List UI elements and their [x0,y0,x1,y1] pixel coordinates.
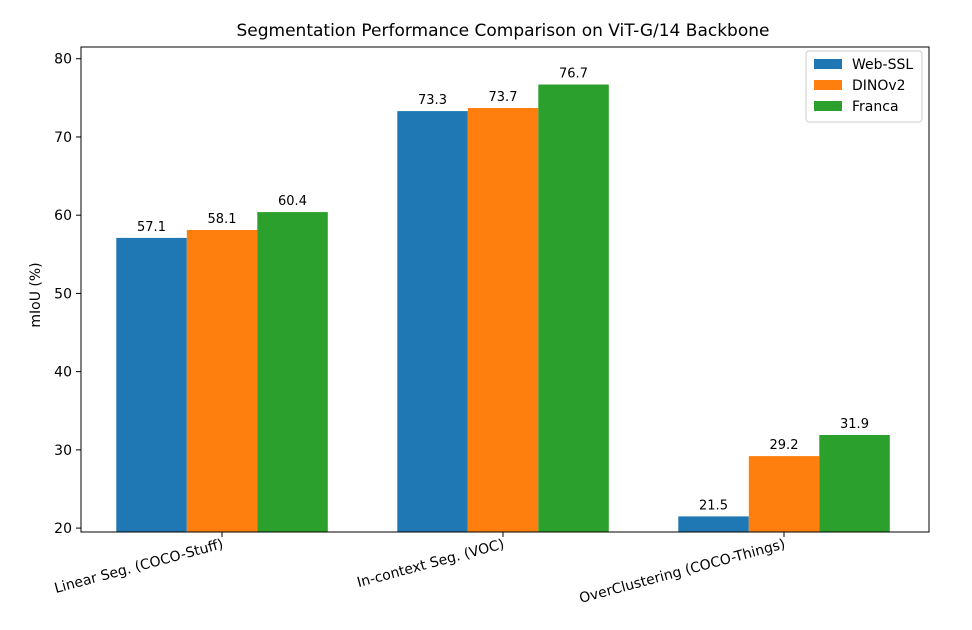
bar-web-ssl-1 [397,111,468,532]
y-tick-label: 70 [54,130,72,146]
data-label: 31.9 [840,417,869,432]
data-label: 21.5 [699,498,728,513]
legend-label: Franca [852,99,899,115]
x-tick-label: OverClustering (COCO-Things) [578,536,787,606]
legend: Web-SSL DINOv2 Franca [805,50,923,123]
legend-swatch-franca [814,101,842,111]
data-label: 60.4 [278,194,307,209]
data-label: 57.1 [137,220,166,235]
y-tick-label: 30 [54,443,72,459]
plot-area: 57.1 73.3 21.5 58.1 73.7 29.2 60.4 76.7 31.9 20 30… [53,46,930,607]
axes-frame [80,46,930,533]
legend-swatch-dinov2 [814,80,842,90]
bar-web-ssl-2 [678,516,749,532]
x-tick-label: Linear Seg. (COCO-Stuff) [53,536,225,597]
chart-title: Segmentation Performance Comparison on V… [237,21,770,41]
y-tick-label: 20 [54,521,72,537]
data-label: 73.7 [489,90,518,105]
data-label: 29.2 [770,438,799,453]
y-tick-label: 80 [54,52,72,68]
legend-label: Web-SSL [852,57,913,73]
bar-franca-1 [538,84,609,532]
y-tick-label: 60 [54,208,72,224]
x-tick-label: In-context Seg. (VOC) [355,536,506,591]
y-tick-label: 50 [54,286,72,302]
legend-swatch-web-ssl [814,59,842,69]
bar-franca-0 [257,212,328,532]
bar-dinov2-2 [748,456,820,532]
bar-web-ssl-0 [116,237,187,532]
bar-franca-2 [819,435,890,532]
legend-label: DINOv2 [852,78,906,94]
y-tick-label: 40 [54,365,72,381]
data-label: 58.1 [208,212,237,227]
bar-dinov2-0 [186,230,258,532]
data-label: 73.3 [418,93,447,108]
data-label: 76.7 [559,67,588,82]
y-axis-label: mIoU (%) [28,262,44,327]
bar-dinov2-1 [467,108,539,532]
